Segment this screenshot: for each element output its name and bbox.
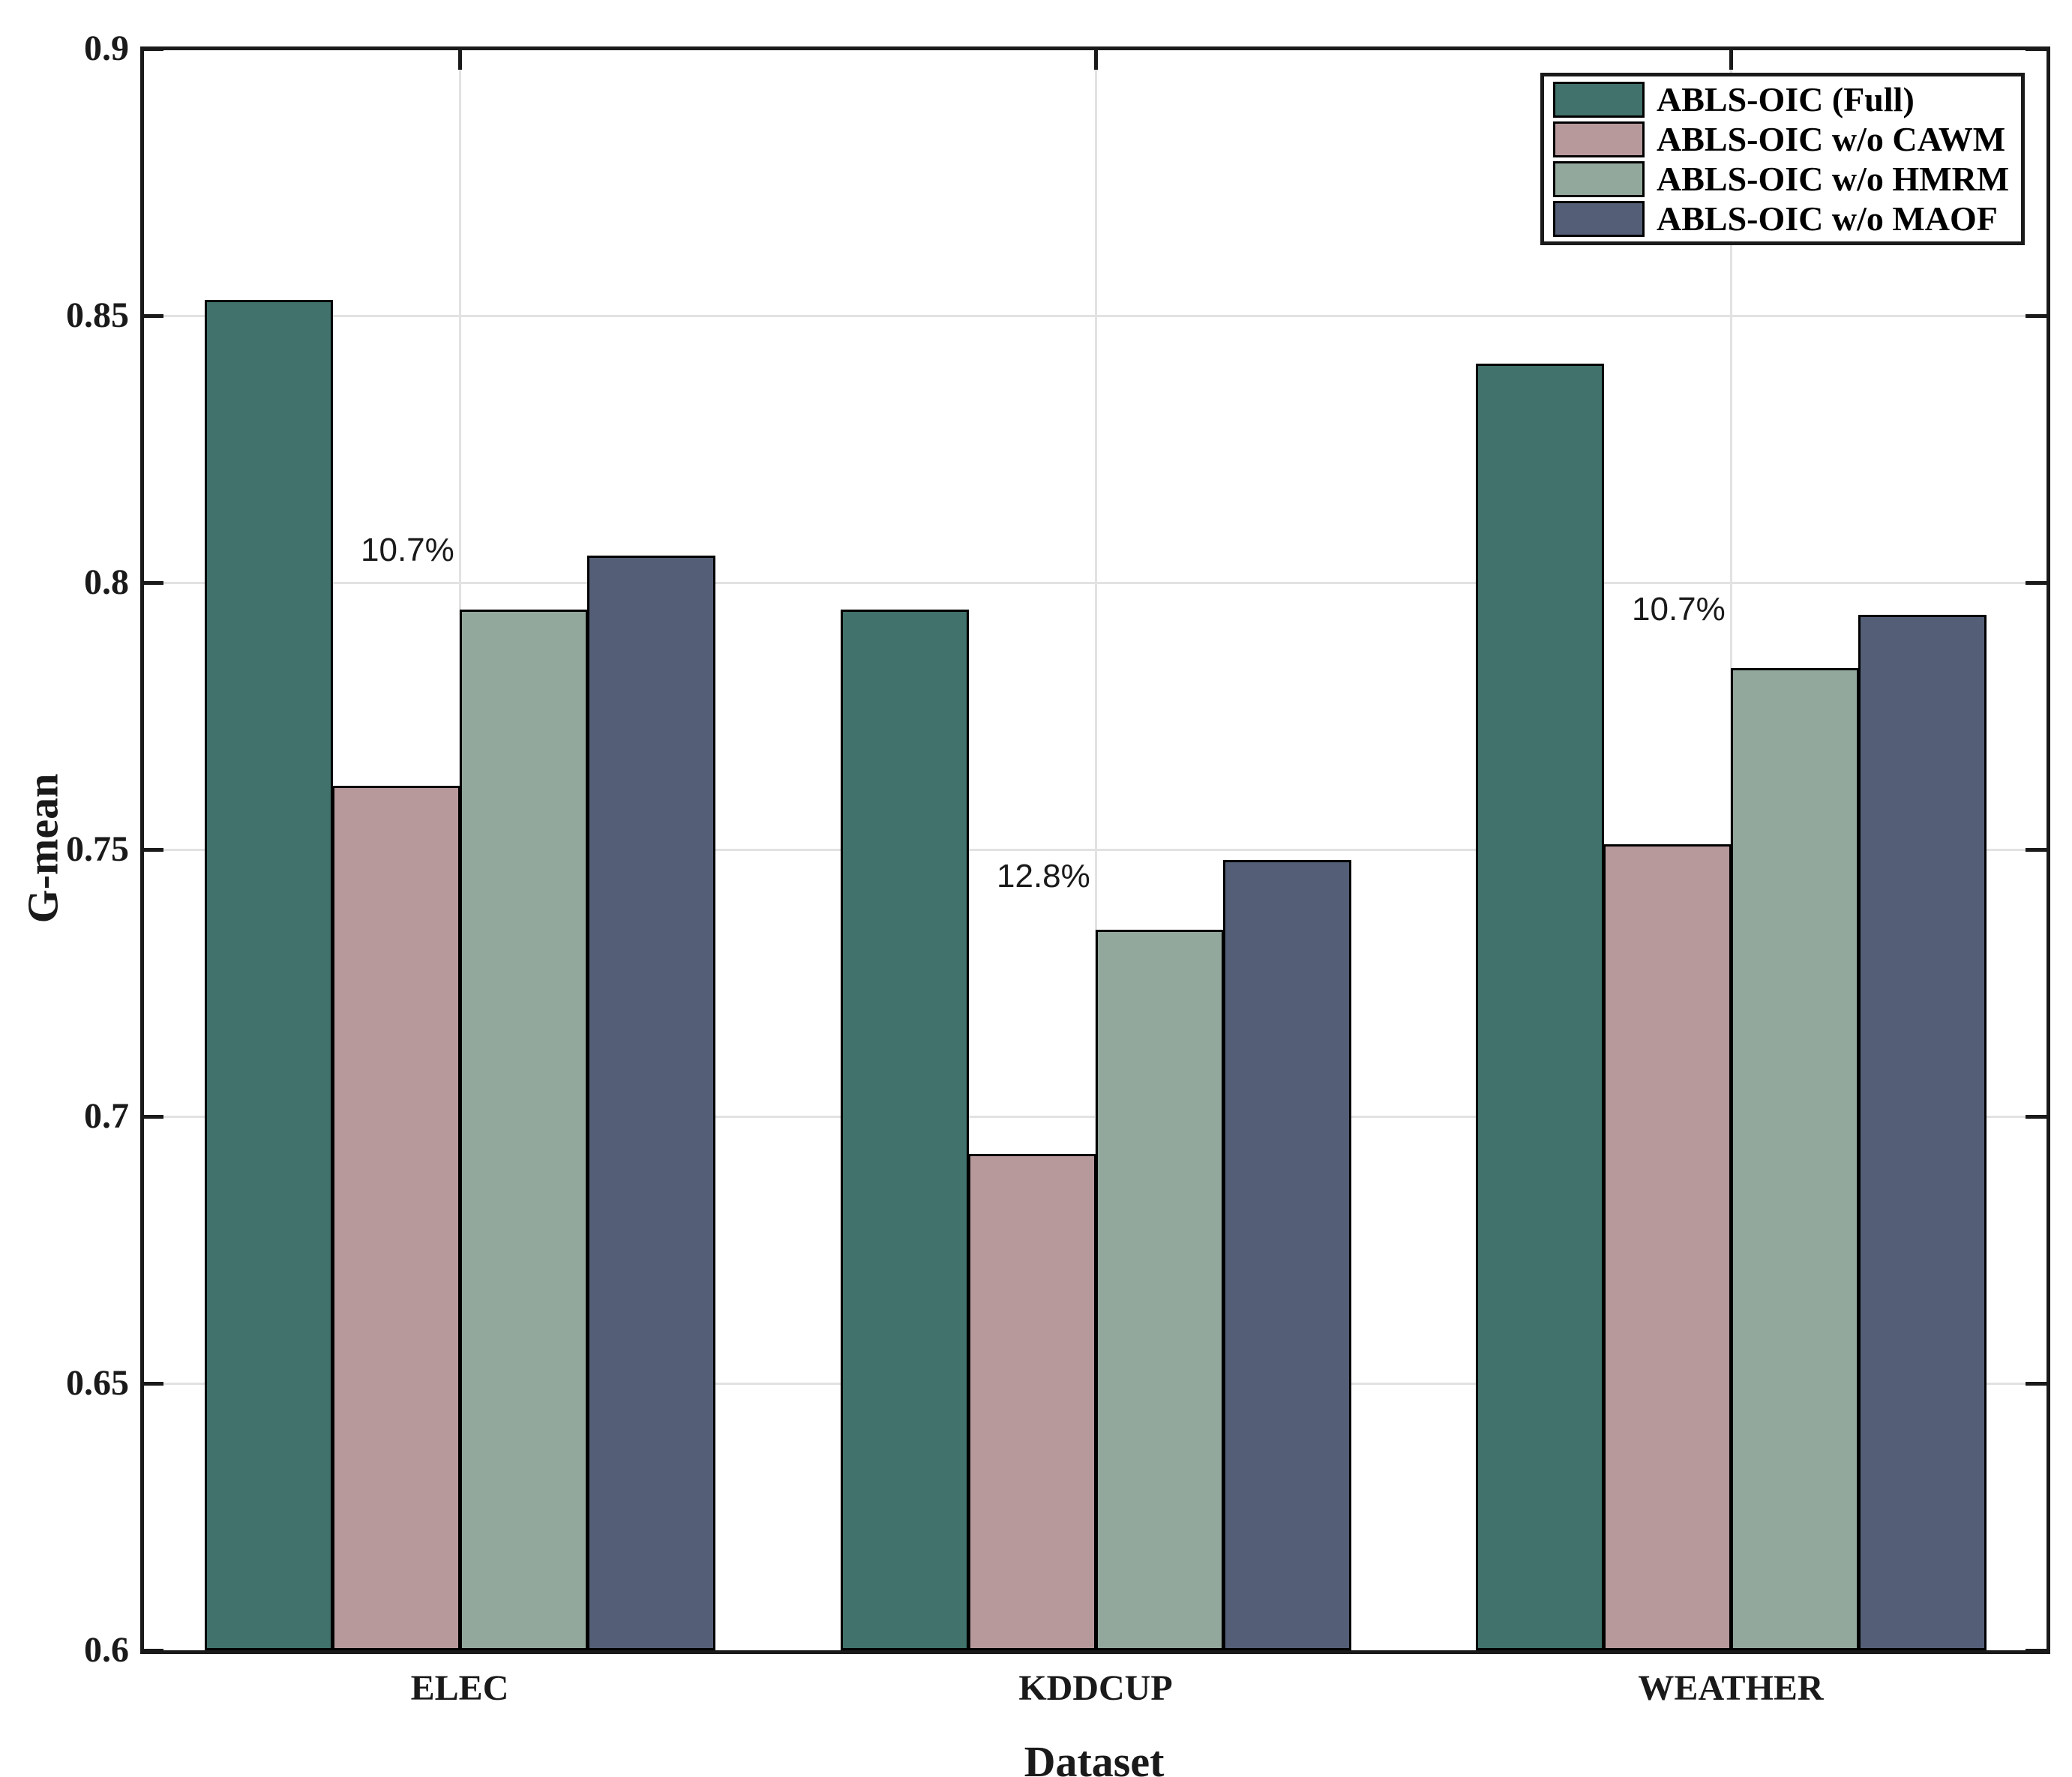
legend-item-full: ABLS-OIC (Full) bbox=[1553, 79, 2014, 119]
x-tick-label: ELEC bbox=[410, 1668, 509, 1708]
annotation: 10.7% bbox=[1632, 590, 1726, 628]
bar-kddcup-s2 bbox=[1096, 929, 1224, 1650]
y-tick-left bbox=[142, 313, 163, 318]
annotation: 12.8% bbox=[997, 857, 1090, 894]
y-tick-left bbox=[142, 1114, 163, 1119]
y-tick-label: 0.8 bbox=[84, 562, 129, 602]
y-tick-left bbox=[142, 1381, 163, 1386]
plot-frame bbox=[140, 46, 2050, 1654]
y-tick-right bbox=[2026, 580, 2047, 585]
legend-swatch-full bbox=[1553, 81, 1645, 118]
bar-elec-s2 bbox=[460, 609, 588, 1650]
y-tick-label: 0.85 bbox=[66, 295, 129, 335]
legend-label-wo-hmrm: ABLS-OIC w/o HMRM bbox=[1657, 159, 2010, 198]
y-tick-right bbox=[2026, 1381, 2047, 1386]
y-tick-label: 0.6 bbox=[84, 1630, 129, 1670]
x-tick-top bbox=[457, 49, 462, 70]
legend-item-wo-hmrm: ABLS-OIC w/o HMRM bbox=[1553, 159, 2014, 199]
y-tick-label: 0.65 bbox=[66, 1363, 129, 1403]
bar-elec-s1 bbox=[332, 785, 460, 1650]
legend-swatch-wo-hmrm bbox=[1553, 160, 1645, 197]
legend-item-wo-cawm: ABLS-OIC w/o CAWM bbox=[1553, 119, 2014, 159]
x-axis-label: Dataset bbox=[1024, 1737, 1165, 1777]
y-tick-right bbox=[2026, 847, 2047, 852]
y-tick-left bbox=[142, 580, 163, 585]
legend-item-wo-maof: ABLS-OIC w/o MAOF bbox=[1553, 199, 2014, 238]
y-tick-label: 0.75 bbox=[66, 829, 129, 869]
bar-kddcup-s0 bbox=[841, 609, 969, 1650]
annotation: 10.7% bbox=[361, 532, 454, 569]
x-tick-label: WEATHER bbox=[1638, 1668, 1824, 1708]
bar-kddcup-s3 bbox=[1223, 860, 1351, 1650]
bar-weather-s0 bbox=[1476, 364, 1604, 1650]
bar-weather-s1 bbox=[1603, 844, 1732, 1650]
y-tick-right bbox=[2026, 1114, 2047, 1119]
y-tick-label: 0.7 bbox=[84, 1096, 129, 1136]
legend-label-wo-maof: ABLS-OIC w/o MAOF bbox=[1657, 199, 1998, 238]
y-tick-right bbox=[2026, 313, 2047, 318]
legend-swatch-wo-maof bbox=[1553, 200, 1645, 237]
bar-elec-s0 bbox=[205, 299, 333, 1650]
bar-weather-s3 bbox=[1858, 614, 1987, 1650]
legend: ABLS-OIC (Full) ABLS-OIC w/o CAWM ABLS-O… bbox=[1540, 73, 2025, 245]
y-tick-left bbox=[142, 847, 163, 852]
legend-swatch-wo-cawm bbox=[1553, 121, 1645, 157]
bar-kddcup-s1 bbox=[968, 1153, 1096, 1650]
v-gridline bbox=[1094, 49, 1097, 1650]
bar-elec-s3 bbox=[587, 556, 715, 1650]
bar-weather-s2 bbox=[1731, 667, 1859, 1650]
x-tick-top bbox=[1729, 49, 1733, 70]
x-tick-top bbox=[1093, 49, 1098, 70]
legend-label-full: ABLS-OIC (Full) bbox=[1657, 79, 1915, 118]
legend-label-wo-cawm: ABLS-OIC w/o CAWM bbox=[1657, 119, 2006, 158]
y-tick-label: 0.9 bbox=[84, 28, 129, 68]
x-tick-label: KDDCUP bbox=[1018, 1668, 1173, 1708]
